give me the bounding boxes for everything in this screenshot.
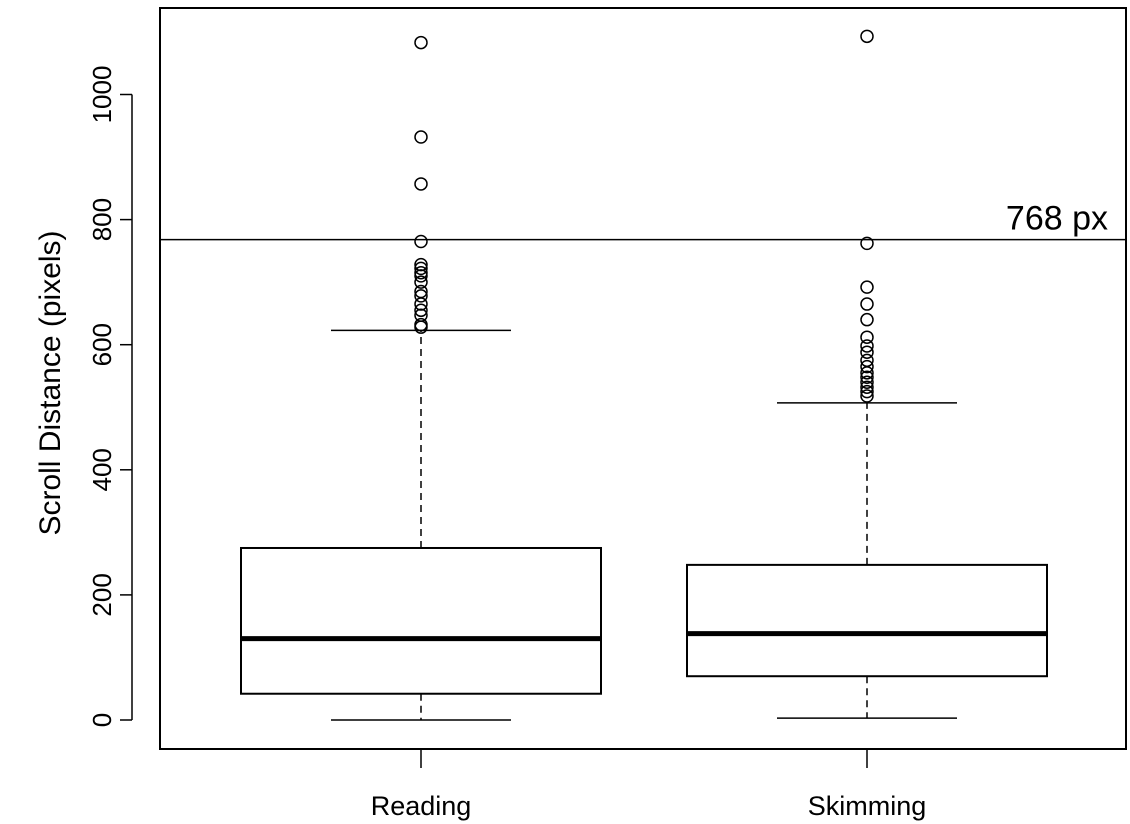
outlier-point bbox=[414, 275, 428, 289]
box-series bbox=[240, 29, 1048, 721]
iqr-box bbox=[686, 563, 1048, 678]
outlier-point bbox=[414, 303, 428, 318]
outlier-point bbox=[414, 284, 428, 299]
outlier-point bbox=[414, 177, 428, 191]
outlier-point bbox=[860, 330, 874, 344]
y-tick-label: 400 bbox=[87, 448, 117, 491]
outlier-point bbox=[860, 389, 874, 403]
outlier-point bbox=[860, 339, 874, 353]
outlier-point bbox=[860, 280, 874, 294]
y-tick-label: 600 bbox=[87, 323, 117, 366]
outlier-point bbox=[860, 312, 874, 327]
outlier-point bbox=[860, 359, 874, 374]
reference-line-group: 768 px bbox=[160, 200, 1126, 241]
outlier-point bbox=[860, 370, 874, 384]
outlier-point bbox=[860, 384, 874, 399]
outlier-point bbox=[860, 236, 874, 251]
y-tick-label: 0 bbox=[87, 713, 117, 727]
outlier-point bbox=[414, 317, 428, 332]
iqr-box bbox=[240, 546, 602, 695]
outlier-point bbox=[414, 35, 428, 50]
y-tick-label: 200 bbox=[87, 573, 117, 616]
x-category-label: Reading bbox=[371, 791, 472, 821]
outlier-point bbox=[414, 266, 428, 280]
box-skimming bbox=[686, 29, 1048, 719]
outlier-point bbox=[860, 380, 874, 394]
y-axis: 0 200 400 600 800 1000 bbox=[87, 66, 133, 727]
plot-frame bbox=[159, 7, 1127, 750]
y-tick-label: 800 bbox=[87, 198, 117, 241]
outlier-point bbox=[414, 234, 428, 249]
outlier-point bbox=[414, 289, 428, 303]
outlier-point bbox=[860, 29, 874, 44]
x-axis: Reading Skimming bbox=[371, 749, 927, 821]
outlier-point bbox=[414, 257, 428, 272]
x-category-label: Skimming bbox=[808, 791, 927, 821]
outlier-point bbox=[414, 130, 428, 144]
outlier-point bbox=[414, 261, 428, 276]
outlier-point bbox=[860, 297, 874, 311]
outlier-point bbox=[860, 375, 874, 389]
outlier-point bbox=[860, 353, 874, 368]
y-tick-label: 1000 bbox=[87, 66, 117, 124]
box-reading bbox=[240, 35, 602, 721]
reference-line-label: 768 px bbox=[1006, 200, 1108, 238]
y-axis-title: Scroll Distance (pixels) bbox=[34, 230, 67, 535]
outlier-point bbox=[860, 345, 874, 359]
